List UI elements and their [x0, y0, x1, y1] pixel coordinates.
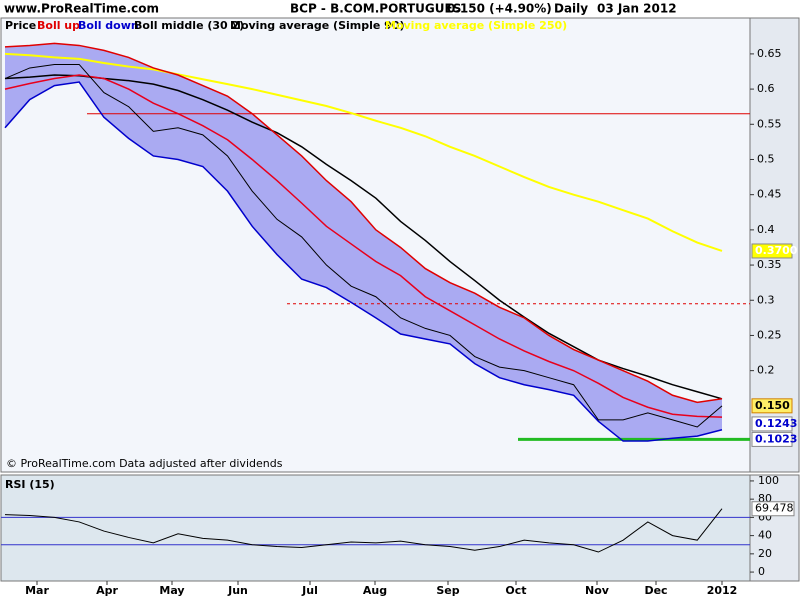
y-tick-label: 0.5 — [757, 152, 775, 165]
x-tick-label: Aug — [363, 584, 387, 597]
x-tick-label: 2012 — [707, 584, 738, 597]
rsi-panel — [0, 474, 751, 582]
rsi-axis-area — [749, 474, 800, 582]
rsi-title: RSI (15) — [5, 478, 55, 491]
last-value-box — [751, 416, 793, 432]
legend-entry: Price — [5, 19, 36, 32]
series-line — [4, 42, 723, 404]
y-tick-label: 20 — [758, 547, 772, 560]
x-tick-label: Sep — [436, 584, 459, 597]
rsi-line — [4, 508, 723, 553]
y-tick-label: 0.45 — [757, 188, 782, 201]
x-tick-label: Jul — [301, 584, 318, 597]
y-tick-label: 0.65 — [757, 47, 782, 60]
last-value-label: 0.1023 — [755, 432, 797, 445]
x-tick-label: Apr — [96, 584, 118, 597]
legend-entry: Moving average (Simple 250) — [385, 19, 567, 32]
period: Daily — [554, 2, 588, 16]
date: 03 Jan 2012 — [597, 2, 677, 16]
last-value-box — [751, 431, 793, 447]
x-tick-label: Oct — [505, 584, 526, 597]
x-tick-label: Jun — [227, 584, 248, 597]
last-value-box — [751, 243, 793, 259]
last-value-box — [751, 398, 793, 414]
footer: © ProRealTime.com Data adjusted after di… — [6, 457, 283, 470]
y-tick-label: 0.55 — [757, 117, 782, 130]
last-value-box — [751, 501, 795, 517]
last-value-label: 0.150 — [755, 399, 790, 412]
quote: 0.150 (+4.90%) — [447, 2, 552, 16]
last-value-label: 0.3700 — [755, 244, 798, 257]
series-line — [4, 74, 723, 418]
y-tick-label: 0.6 — [757, 82, 775, 95]
site: www.ProRealTime.com — [4, 2, 159, 16]
legend-entry: Moving average (Simple 90) — [230, 19, 405, 32]
x-tick-label: Nov — [585, 584, 610, 597]
legend-entry: Boll down — [78, 19, 139, 32]
series-line — [4, 81, 723, 442]
series-line — [4, 52, 723, 252]
series-line — [4, 63, 723, 428]
x-tick-label: Mar — [25, 584, 49, 597]
bollinger-band — [5, 43, 722, 442]
y-tick-label: 40 — [758, 529, 772, 542]
y-tick-label: 0 — [758, 565, 765, 578]
y-tick-label: 0.3 — [757, 293, 775, 306]
y-tick-label: 0.25 — [757, 328, 782, 341]
y-tick-label: 0.35 — [757, 258, 782, 271]
x-tick-label: Dec — [644, 584, 667, 597]
y-tick-label: 0.2 — [757, 364, 775, 377]
y-tick-label: 100 — [758, 474, 779, 487]
x-tick-label: May — [159, 584, 184, 597]
last-value-label: 69.478 — [755, 502, 794, 515]
legend-entry: Boll middle (30 2) — [134, 19, 244, 32]
instrument: BCP - B.COM.PORTUGUES — [290, 2, 461, 16]
y-tick-label: 0.4 — [757, 223, 775, 236]
last-value-label: 0.1243 — [755, 417, 797, 430]
legend-entry: Boll up — [37, 19, 80, 32]
